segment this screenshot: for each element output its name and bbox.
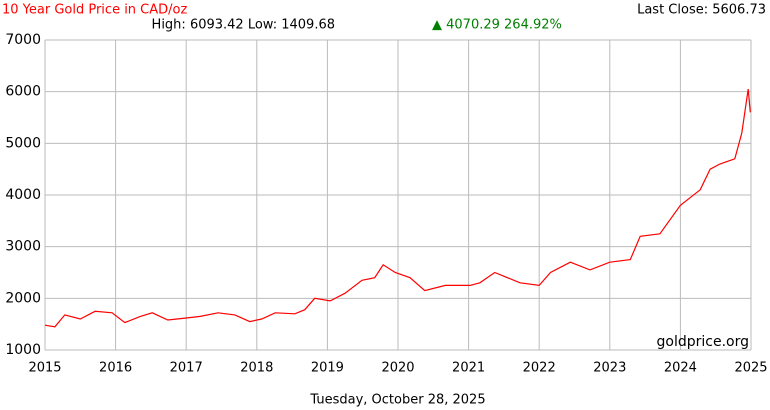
last-close: Last Close: 5606.73: [637, 3, 766, 18]
watermark: goldprice.org: [657, 334, 749, 350]
change: ▲ 4070.29 264.92%: [432, 18, 562, 33]
x-tick-label: 2017: [170, 361, 203, 376]
price-line: [44, 89, 751, 328]
y-tick-label: 1000: [5, 342, 41, 358]
x-tick-label: 2018: [240, 361, 273, 376]
x-tick-label: 2020: [381, 361, 414, 376]
x-tick-label: 2023: [593, 361, 626, 376]
x-tick-label: 2022: [523, 361, 556, 376]
x-tick-label: 2016: [99, 361, 132, 376]
x-tick-label: 2019: [311, 361, 344, 376]
high-low: High: 6093.42 Low: 1409.68: [152, 18, 335, 33]
y-tick-label: 4000: [5, 187, 41, 203]
x-tick-label: 2024: [664, 361, 697, 376]
x-tick-label: 2021: [452, 361, 485, 376]
y-tick-label: 3000: [5, 239, 41, 255]
y-tick-label: 7000: [5, 32, 41, 48]
y-tick-label: 5000: [5, 135, 41, 151]
date: Tuesday, October 28, 2025: [309, 393, 485, 408]
chart-title: 10 Year Gold Price in CAD/oz: [2, 3, 187, 18]
y-tick-label: 2000: [5, 290, 41, 306]
x-tick-label: 2015: [28, 361, 61, 376]
x-tick-label: 2025: [734, 361, 767, 376]
y-tick-label: 6000: [5, 84, 41, 100]
